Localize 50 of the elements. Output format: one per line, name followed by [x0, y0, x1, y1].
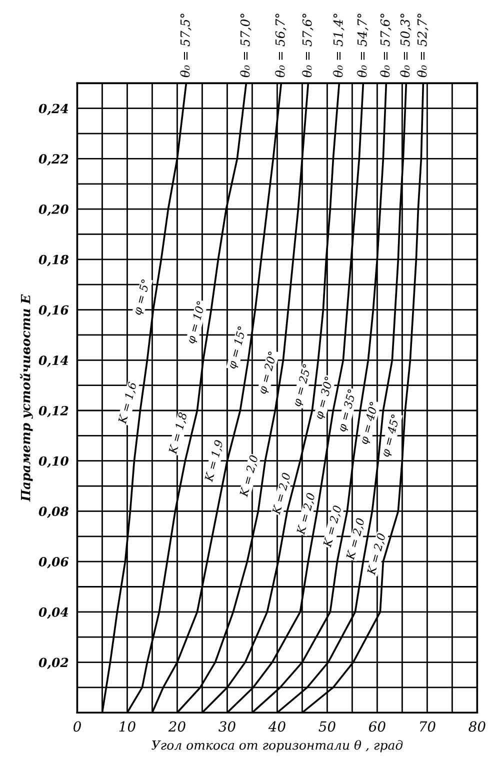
x-tick-label: 10	[119, 721, 136, 732]
annotation: K = 2,0	[239, 454, 260, 498]
y-tick-label: 0,06	[38, 557, 69, 568]
annotation: φ = 35°	[337, 388, 358, 432]
x-tick-label: 0	[74, 721, 81, 732]
annotation: K = 2,0	[346, 518, 366, 561]
x-tick-label: 50	[318, 721, 336, 732]
annotation: θ₀ = 52,7°	[417, 14, 428, 78]
annotation: θ₀ = 56,7°	[275, 14, 286, 78]
y-tick-label: 0,10	[38, 456, 68, 468]
x-tick-label: 30	[218, 721, 236, 732]
x-tick-label: 40	[268, 721, 286, 732]
y-tick-label: 0,12	[38, 406, 68, 418]
annotation: θ₀ = 50,3°	[400, 14, 412, 78]
annotation: φ = 15°	[227, 326, 248, 370]
annotation: φ = 5°	[132, 279, 152, 316]
y-tick-label: 0,16	[38, 305, 69, 317]
x-axis-title: Угол откоса от горизонтали θ , град	[152, 740, 403, 752]
annotation: θ₀ = 57,6°	[302, 14, 314, 78]
annotation: φ = 10°	[186, 300, 208, 344]
y-tick-label: 0,14	[38, 356, 68, 367]
annotation: K = 2,0	[322, 505, 343, 548]
annotation: φ = 20°	[258, 351, 279, 395]
y-tick-label: 0,04	[38, 607, 68, 619]
annotation: θ₀ = 57,5°	[180, 14, 192, 78]
annotation: θ₀ = 54,7°	[357, 14, 368, 78]
annotation: φ = 40°	[359, 402, 380, 446]
x-tick-label: 20	[168, 721, 186, 732]
annotation: θ₀ = 57,0°	[240, 14, 252, 78]
annotation: K = 1,6	[118, 382, 138, 425]
y-tick-label: 0,18	[38, 254, 68, 266]
annotation: K = 2,0	[296, 492, 316, 536]
y-tick-label: 0,02	[38, 658, 68, 670]
annotation: K = 1,8	[168, 412, 188, 455]
y-tick-label: 0,20	[38, 204, 68, 216]
x-tick-label: 60	[369, 721, 386, 732]
x-tick-label: 70	[420, 721, 436, 732]
y-tick-label: 0,24	[38, 104, 68, 116]
annotation: φ = 30°	[314, 376, 336, 420]
annotation: φ = 45°	[380, 414, 402, 458]
annotation: K = 2,0	[272, 472, 292, 516]
annotation: θ₀ = 51,4°	[333, 14, 344, 78]
annotation: K = 2,0	[366, 532, 387, 576]
y-tick-label: 0,08	[38, 506, 68, 518]
annotation: φ = 25°	[292, 364, 314, 408]
x-tick-label: 80	[468, 721, 486, 732]
y-axis-title: Параметр устойчивости E	[20, 294, 33, 502]
y-tick-label: 0,22	[38, 154, 68, 166]
annotation: K = 1,9	[204, 440, 224, 483]
annotation: θ₀ = 57,6°	[380, 14, 392, 78]
